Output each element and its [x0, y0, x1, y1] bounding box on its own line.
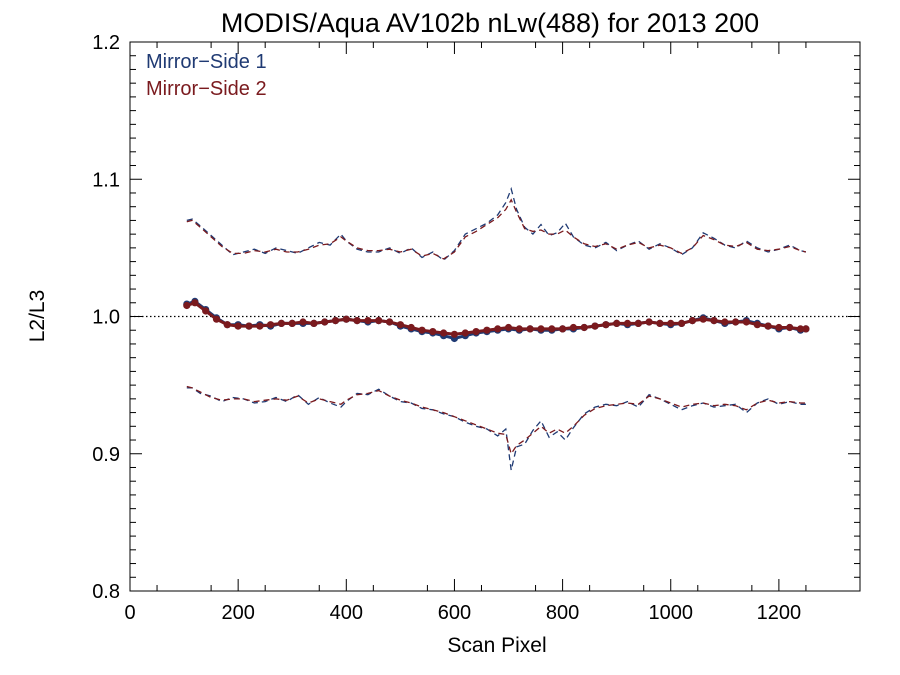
mirror-side-2-point — [548, 325, 556, 333]
mirror-side-1-lower-bound-line — [186, 387, 806, 471]
mirror-side-2-point — [375, 317, 383, 325]
mirror-side-2-point — [472, 328, 480, 336]
plot-data-group — [183, 186, 810, 471]
x-tick-label: 200 — [221, 602, 254, 624]
y-tick-label: 0.8 — [92, 581, 120, 603]
mirror-side-2-point — [721, 318, 729, 326]
y-tick-label: 0.9 — [92, 444, 120, 466]
mirror-side-2-point — [742, 318, 751, 326]
mirror-side-2-point — [418, 326, 426, 334]
mirror-side-2-point — [732, 318, 740, 326]
mirror-side-2-point — [245, 322, 253, 330]
mirror-side-2-point — [321, 318, 329, 326]
mirror-side-2-point — [364, 317, 372, 325]
mirror-side-2-point — [223, 321, 231, 329]
mirror-side-2-point — [440, 329, 448, 337]
y-axis-label: L2/L3 — [26, 290, 49, 343]
mirror-side-2-point — [569, 323, 578, 332]
mirror-side-2-point — [256, 322, 264, 330]
mirror-side-2-point — [678, 319, 686, 327]
mirror-side-2-point — [396, 321, 404, 329]
mirror-side-2-point — [331, 317, 340, 325]
mirror-side-2-lower-bound-line — [186, 385, 806, 456]
x-axis-label: Scan Pixel — [447, 634, 546, 657]
mirror-side-2-point — [461, 329, 469, 337]
mirror-side-2-point — [537, 325, 545, 333]
mirror-side-2-point — [699, 315, 707, 323]
x-tick-label: 1000 — [648, 602, 693, 624]
mirror-side-2-point — [212, 315, 221, 323]
mirror-side-2-point — [559, 325, 567, 333]
legend-entry-mirror-side-1: Mirror−Side 1 — [146, 51, 267, 73]
mirror-side-2-point — [504, 323, 513, 332]
mirror-side-2-point — [667, 319, 675, 327]
axes-group: 0 200 400 600 800 1000 1200 0.8 0.9 1.0 1.1 1.2 — [92, 32, 861, 624]
mirror-side-2-point — [183, 301, 191, 310]
mirror-side-2-point — [613, 319, 621, 327]
mirror-side-2-point — [688, 317, 697, 325]
mirror-side-2-point — [515, 325, 523, 333]
y-tick-label: 1.0 — [92, 307, 120, 329]
mirror-side-2-point — [267, 321, 275, 329]
mirror-side-2-point — [656, 319, 664, 327]
legend-entry-mirror-side-2: Mirror−Side 2 — [146, 78, 267, 100]
mirror-side-2-point — [288, 319, 296, 327]
mirror-side-2-point — [342, 315, 350, 323]
x-tick-label: 400 — [330, 602, 363, 624]
x-tick-label: 1200 — [757, 602, 802, 624]
mirror-side-2-point — [786, 323, 794, 332]
mirror-side-2-point — [202, 307, 210, 315]
mirror-side-2-point — [645, 318, 653, 326]
mirror-side-2-point — [764, 322, 772, 330]
mirror-side-1-upper-bound-line — [186, 186, 807, 262]
mirror-side-2-point — [602, 321, 610, 329]
mirror-side-2-point — [753, 321, 761, 329]
mirror-side-2-point — [277, 319, 285, 327]
mirror-side-2-point — [299, 318, 307, 326]
mirror-side-2-point — [580, 323, 588, 332]
mirror-side-2-point — [450, 330, 458, 338]
mirror-side-2-point — [386, 318, 394, 326]
mirror-side-2-point — [483, 326, 491, 334]
mirror-side-2-point — [494, 325, 502, 333]
x-tick-label: 800 — [546, 602, 579, 624]
mirror-side-2-point — [591, 322, 599, 330]
mirror-side-2-point — [775, 323, 783, 332]
mirror-side-2-point — [634, 319, 642, 327]
y-tick-label: 1.2 — [92, 32, 120, 54]
mirror-side-2-point — [710, 317, 718, 325]
mirror-side-2-point — [796, 325, 805, 333]
chart-title: MODIS/Aqua AV102b nLw(488) for 2013 200 — [221, 8, 759, 38]
mirror-side-2-point — [526, 325, 534, 333]
mirror-side-2-point — [310, 319, 318, 327]
y-tick-label: 1.1 — [92, 169, 120, 191]
mirror-side-2-point — [234, 322, 242, 330]
x-tick-label: 600 — [438, 602, 471, 624]
mirror-side-2-point — [623, 319, 632, 327]
mirror-side-2-upper-bound-line — [186, 198, 807, 260]
mirror-side-2-point — [429, 328, 437, 336]
mirror-side-2-point — [191, 299, 199, 307]
mirror-side-2-point — [407, 323, 415, 332]
x-tick-label: 0 — [124, 602, 135, 624]
mirror-side-2-point — [802, 325, 810, 333]
mirror-side-2-point — [353, 317, 361, 325]
